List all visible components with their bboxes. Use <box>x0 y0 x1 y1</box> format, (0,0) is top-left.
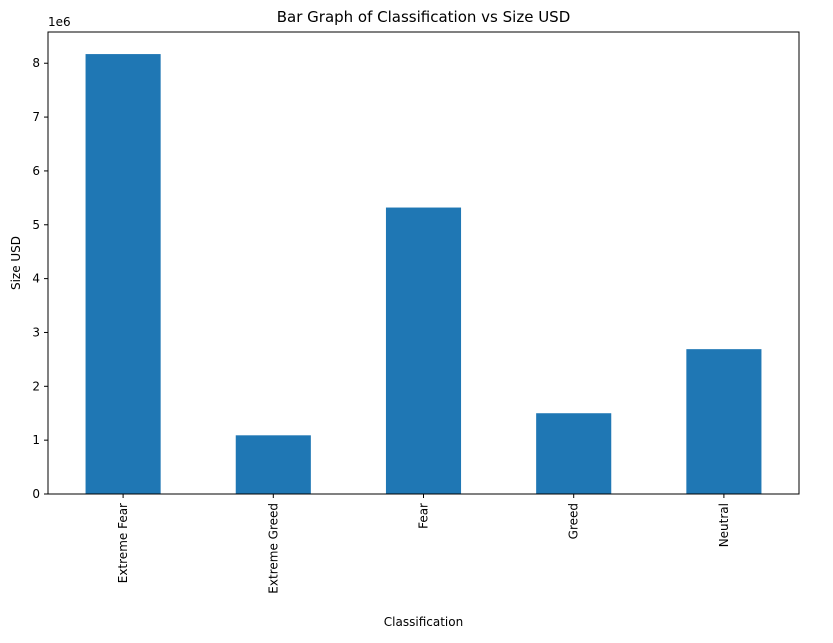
y-tick-label: 2 <box>32 379 40 393</box>
y-tick-label: 3 <box>32 325 40 339</box>
y-tick-label: 8 <box>32 56 40 70</box>
bar-neutral <box>686 349 762 494</box>
y-axis-label: Size USD <box>9 236 23 290</box>
plot-frame <box>47 31 800 495</box>
x-axis-label: Classification <box>384 615 463 629</box>
x-tick-label: Extreme Greed <box>266 503 280 594</box>
y-tick-label: 0 <box>32 487 40 501</box>
bar-extreme-greed <box>235 435 311 494</box>
y-tick-label: 4 <box>32 272 40 286</box>
chart-title: Bar Graph of Classification vs Size USD <box>277 8 571 26</box>
bars-group <box>85 54 762 495</box>
x-tick-label: Extreme Fear <box>116 503 130 583</box>
y-axis-offset-label: 1e6 <box>48 15 71 29</box>
x-tick-label: Neutral <box>717 503 731 547</box>
bar-greed <box>536 413 612 494</box>
y-tick-label: 1 <box>32 433 40 447</box>
y-tick-label: 7 <box>32 110 40 124</box>
bar-extreme-fear <box>85 54 161 494</box>
x-tick-label: Fear <box>417 503 431 529</box>
y-tick-label: 6 <box>32 164 40 178</box>
x-tick-label: Greed <box>567 503 581 539</box>
y-tick-label: 5 <box>32 218 40 232</box>
bar-fear <box>385 207 462 495</box>
y-axis-ticks: 0 1 2 3 4 5 6 7 8 <box>32 56 48 501</box>
x-axis-ticks: Extreme Fear Extreme Greed Fear Greed Neutra… <box>116 494 731 594</box>
